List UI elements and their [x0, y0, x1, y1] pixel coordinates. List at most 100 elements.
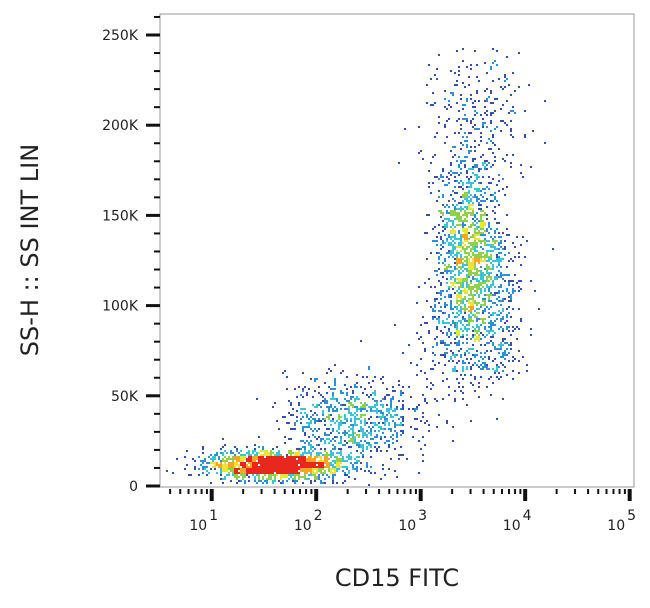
- event-dot: [496, 200, 498, 202]
- event-dot: [318, 436, 320, 438]
- event-dot: [456, 312, 458, 314]
- event-dot: [294, 482, 296, 484]
- event-dot: [340, 372, 342, 374]
- event-dot: [490, 244, 492, 246]
- event-dot: [426, 214, 428, 216]
- event-dot: [514, 358, 516, 360]
- event-dot: [460, 148, 462, 150]
- event-dot: [348, 454, 350, 456]
- event-dot: [434, 364, 436, 366]
- event-dot: [492, 344, 494, 346]
- event-dot: [456, 120, 458, 122]
- event-dot: [434, 176, 436, 178]
- event-dot: [344, 416, 346, 418]
- event-dot: [388, 444, 390, 446]
- event-dot: [472, 102, 474, 104]
- event-dot: [282, 456, 284, 458]
- event-dot: [500, 300, 502, 302]
- event-dot: [478, 254, 480, 256]
- event-dot: [346, 474, 348, 476]
- event-dot: [256, 398, 258, 400]
- event-dot: [478, 128, 480, 130]
- event-dot: [268, 476, 270, 478]
- event-dot: [444, 206, 446, 208]
- event-dot: [358, 456, 360, 458]
- event-dot: [452, 220, 454, 222]
- event-dot: [466, 208, 468, 210]
- event-dot: [438, 252, 440, 254]
- event-dot: [486, 284, 488, 286]
- event-dot: [466, 268, 468, 270]
- event-dot: [450, 296, 452, 298]
- event-dot: [476, 250, 478, 252]
- event-dot: [280, 464, 282, 466]
- event-dot: [472, 196, 474, 198]
- event-dot: [450, 334, 452, 336]
- event-dot: [480, 266, 482, 268]
- event-dot: [376, 424, 378, 426]
- event-dot: [318, 420, 320, 422]
- event-dot: [460, 238, 462, 240]
- event-dot: [258, 436, 260, 438]
- event-dot: [498, 174, 500, 176]
- event-dot: [460, 296, 462, 298]
- event-dot: [198, 474, 200, 476]
- event-dot: [354, 458, 356, 460]
- event-dot: [490, 256, 492, 258]
- event-dot: [388, 424, 390, 426]
- event-dot: [454, 236, 456, 238]
- event-dot: [268, 460, 270, 462]
- event-dot: [282, 482, 284, 484]
- event-dot: [334, 378, 336, 380]
- event-dot: [488, 308, 490, 310]
- event-dot: [452, 214, 454, 216]
- event-dot: [468, 300, 470, 302]
- event-dot: [448, 118, 450, 120]
- event-dot: [276, 466, 278, 468]
- event-dot: [468, 324, 470, 326]
- event-dot: [338, 428, 340, 430]
- event-dot: [446, 272, 448, 274]
- event-dot: [266, 482, 268, 484]
- event-dot: [232, 470, 234, 472]
- event-dot: [472, 286, 474, 288]
- event-dot: [312, 474, 314, 476]
- event-dot: [454, 132, 456, 134]
- event-dot: [356, 468, 358, 470]
- event-dot: [450, 232, 452, 234]
- event-dot: [500, 284, 502, 286]
- event-dot: [364, 406, 366, 408]
- event-dot: [258, 474, 260, 476]
- event-dot: [346, 456, 348, 458]
- event-dot: [478, 80, 480, 82]
- event-dot: [250, 462, 252, 464]
- event-dot: [466, 404, 468, 406]
- event-dot: [356, 462, 358, 464]
- event-dot: [350, 396, 352, 398]
- event-dot: [304, 452, 306, 454]
- event-dot: [262, 470, 264, 472]
- event-dot: [490, 66, 492, 68]
- event-dot: [472, 300, 474, 302]
- event-dot: [220, 460, 222, 462]
- event-dot: [482, 232, 484, 234]
- event-dot: [462, 222, 464, 224]
- event-dot: [484, 192, 486, 194]
- event-dot: [476, 166, 478, 168]
- event-dot: [468, 192, 470, 194]
- event-dot: [316, 454, 318, 456]
- event-dot: [472, 298, 474, 300]
- event-dot: [444, 218, 446, 220]
- event-dot: [510, 280, 512, 282]
- event-dot: [284, 442, 286, 444]
- event-dot: [324, 448, 326, 450]
- event-dot: [260, 464, 262, 466]
- event-dot: [476, 330, 478, 332]
- event-dot: [346, 432, 348, 434]
- event-dot: [494, 358, 496, 360]
- event-dot: [476, 164, 478, 166]
- event-dot: [324, 470, 326, 472]
- event-dot: [490, 194, 492, 196]
- event-dot: [280, 468, 282, 470]
